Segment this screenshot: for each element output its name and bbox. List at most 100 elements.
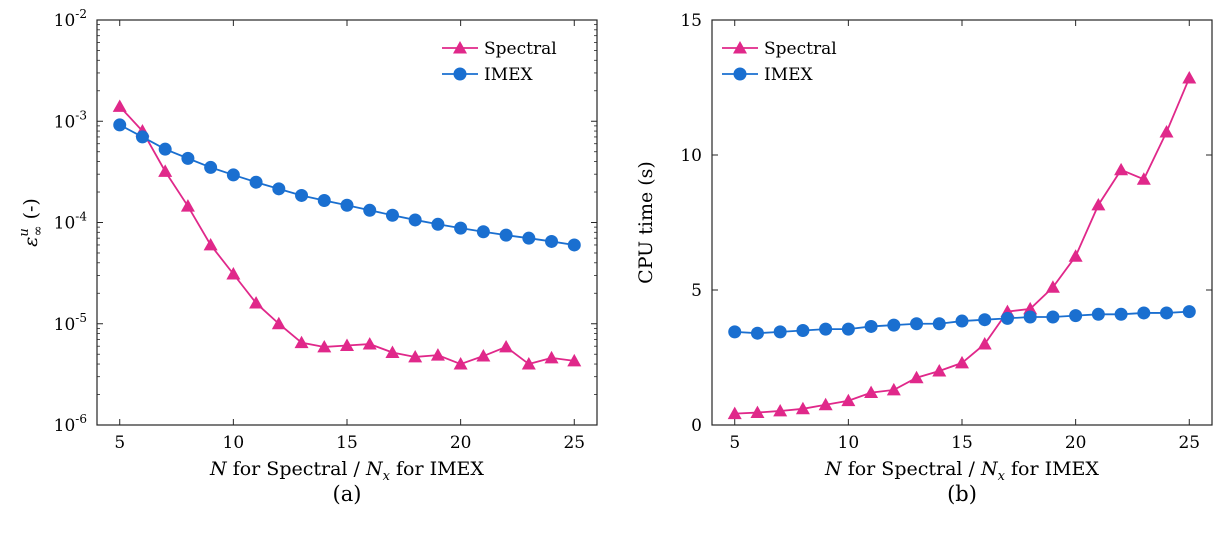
data-point-triangle	[430, 348, 445, 361]
data-point-circle	[796, 324, 810, 337]
data-point-circle	[181, 151, 195, 165]
data-point-triangle	[226, 266, 241, 280]
data-point-circle	[249, 175, 263, 189]
data-point-triangle	[1182, 71, 1197, 84]
data-point-circle	[1160, 306, 1174, 320]
data-point-circle	[226, 168, 240, 182]
data-point-triangle	[362, 337, 377, 350]
data-point-triangle	[112, 99, 127, 112]
data-point-triangle	[727, 406, 742, 420]
data-point-circle	[728, 325, 742, 339]
data-point-circle	[841, 322, 855, 336]
panel-caption: (b)	[947, 482, 977, 506]
x-tick-label: 10	[223, 433, 245, 453]
data-point-circle	[135, 130, 149, 144]
data-point-triangle	[499, 339, 514, 353]
data-point-circle	[1182, 305, 1196, 319]
data-point-circle	[158, 142, 172, 156]
data-point-triangle	[818, 397, 833, 411]
data-point-triangle	[340, 338, 354, 351]
y-tick-base: 10	[54, 11, 76, 31]
data-point-circle	[978, 313, 992, 327]
panel-caption: (a)	[333, 482, 362, 506]
x-axis-label-part: for Spectral /	[227, 458, 366, 480]
data-point-circle	[431, 217, 445, 231]
x-axis-label-part: for IMEX	[1005, 458, 1099, 480]
series-spectral	[727, 71, 1197, 420]
y-tick-label: 0	[691, 416, 702, 436]
data-point-triangle	[977, 337, 992, 350]
legend-marker-triangle	[733, 41, 747, 54]
y-tick-exponent: -5	[75, 311, 87, 325]
y-tick-label: 10-3	[54, 108, 87, 132]
x-axis-label: N for Spectral / Nx for IMEX	[824, 458, 1099, 484]
data-point-circle	[864, 319, 878, 333]
legend: Spectral IMEX	[442, 39, 557, 85]
data-point-circle	[955, 314, 969, 328]
data-point-circle	[363, 203, 377, 217]
x-tick-label: 25	[1178, 433, 1200, 453]
data-point-triangle	[521, 357, 536, 370]
data-point-circle	[295, 188, 309, 202]
y-tick-label: 10	[680, 146, 702, 166]
y-tick-base: 10	[54, 112, 76, 132]
data-point-triangle	[841, 393, 856, 407]
y-axis-label: CPU time (s)	[635, 161, 657, 284]
data-point-triangle	[886, 382, 901, 396]
data-point-circle	[1069, 309, 1083, 323]
x-axis-label-part: N	[980, 458, 999, 480]
data-point-circle	[204, 160, 218, 174]
x-tick-label: 10	[838, 433, 860, 453]
y-axis-label-part: ε	[20, 237, 42, 247]
legend-marker-triangle	[453, 41, 467, 54]
data-point-circle	[317, 193, 331, 207]
y-tick-exponent: -2	[75, 7, 87, 21]
data-point-triangle	[1023, 301, 1038, 315]
data-point-triangle	[795, 401, 810, 415]
data-point-triangle	[1091, 197, 1106, 211]
data-point-triangle	[1114, 162, 1129, 176]
y-tick-base: 10	[54, 315, 76, 335]
y-tick-base: 10	[54, 416, 76, 436]
y-tick-label: 10-6	[54, 412, 87, 436]
y-tick-base: 10	[54, 214, 76, 234]
data-point-circle	[1091, 307, 1105, 321]
x-axis-label: N for Spectral / Nx for IMEX	[209, 458, 484, 484]
data-point-circle	[1046, 310, 1060, 324]
data-point-circle	[750, 326, 764, 340]
data-point-circle	[545, 234, 559, 248]
data-point-circle	[340, 198, 354, 212]
y-tick-label: 10-5	[54, 311, 87, 335]
x-axis-label-part: N	[209, 458, 228, 480]
data-point-circle	[1023, 310, 1037, 324]
series-spectral	[112, 99, 582, 370]
data-point-triangle	[1136, 172, 1151, 185]
data-point-triangle	[1068, 249, 1083, 262]
x-tick-label: 20	[450, 433, 472, 453]
legend-label-imex: IMEX	[764, 65, 814, 85]
x-tick-label: 15	[336, 433, 358, 453]
data-point-triangle	[317, 339, 332, 353]
data-point-triangle	[544, 350, 559, 364]
legend-label-spectral: Spectral	[764, 39, 837, 59]
data-point-triangle	[249, 296, 264, 309]
y-axis-label-part: ∞	[31, 225, 46, 236]
data-point-circle	[773, 325, 787, 339]
panel-b: 5 10 15 20 25 0 5 10 15 N for Spectral / Nx for I…	[635, 11, 1213, 506]
data-point-circle	[932, 317, 946, 331]
legend: Spectral IMEX	[722, 39, 837, 85]
x-axis-label-part: for Spectral /	[842, 458, 981, 480]
y-tick-label: 5	[691, 281, 702, 301]
data-point-circle	[910, 317, 924, 331]
y-axis-label: εu∞ (-)	[17, 198, 46, 247]
legend-marker-circle	[733, 67, 747, 81]
y-axis-label-text: CPU time (s)	[635, 161, 657, 284]
legend-label-imex: IMEX	[484, 65, 534, 85]
x-axis-label-part: N	[365, 458, 384, 480]
data-point-triangle	[1159, 125, 1174, 138]
data-point-triangle	[932, 364, 947, 377]
y-tick-exponent: -6	[75, 412, 87, 426]
y-axis-label-part: u	[17, 228, 32, 236]
